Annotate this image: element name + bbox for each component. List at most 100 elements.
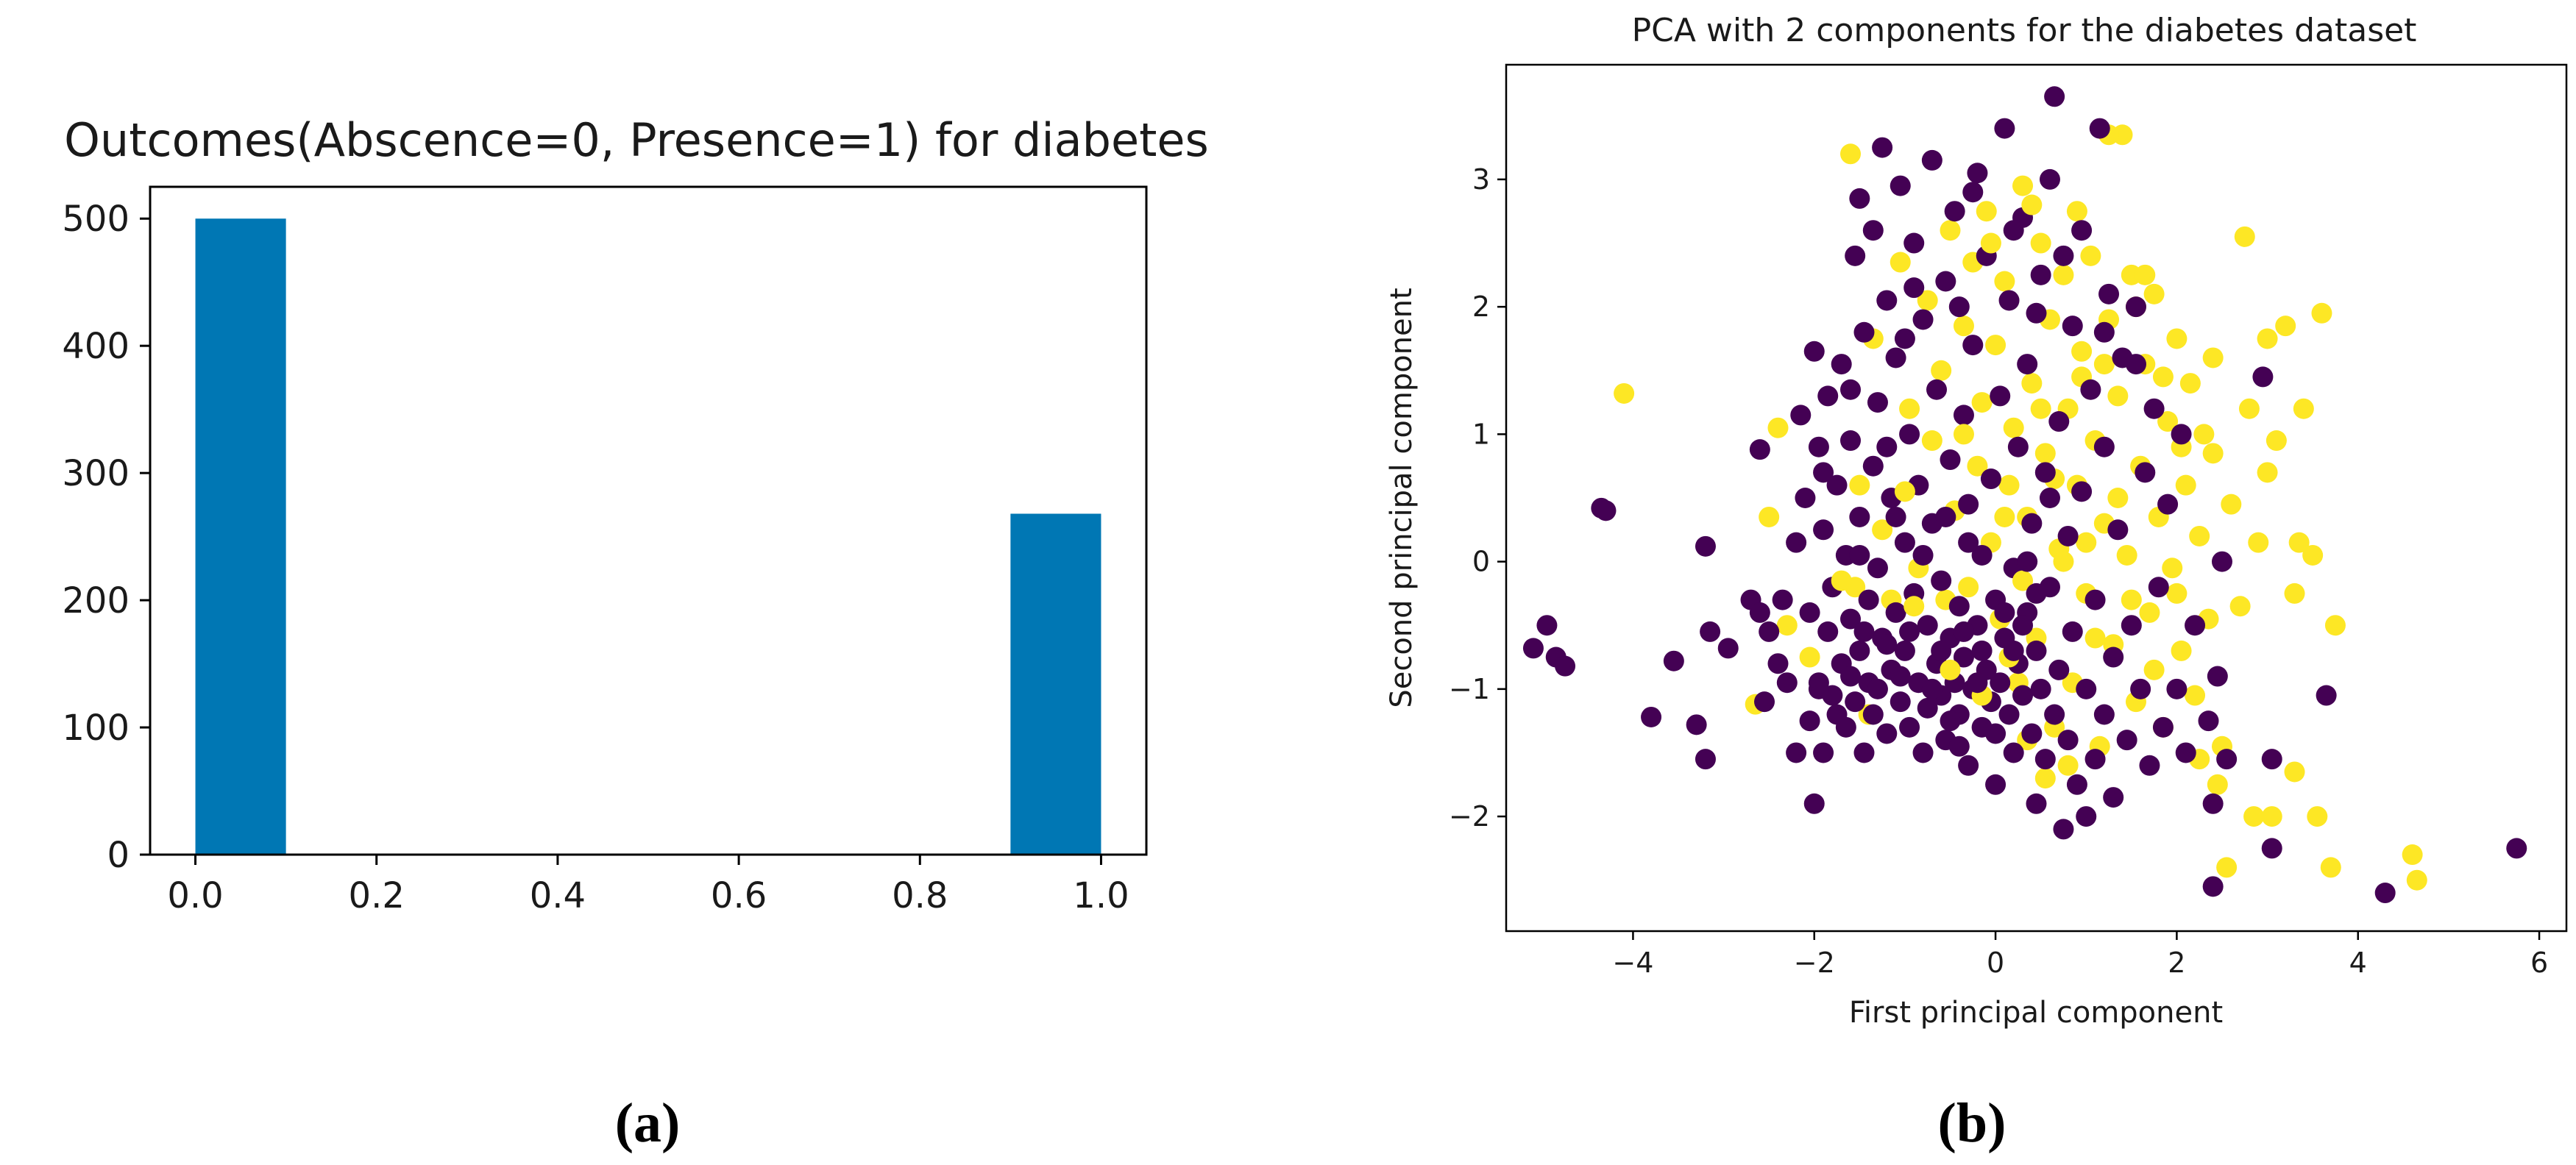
scatter-point-outcome-0 — [2048, 411, 2070, 432]
scatter-point-outcome-0 — [1944, 201, 1965, 222]
scatter-point-outcome-1 — [2307, 806, 2328, 827]
scatter-point-outcome-0 — [2062, 316, 2083, 337]
scatter-point-outcome-0 — [2139, 755, 2160, 776]
scatter-point-outcome-1 — [2021, 194, 2043, 215]
scatter-point-outcome-0 — [1853, 621, 1875, 642]
scatter-x-axis: −4 −2 0 2 4 6 — [1612, 931, 2548, 979]
scatter-point-outcome-1 — [1967, 455, 1988, 477]
scatter-point-outcome-0 — [1935, 271, 1956, 292]
scatter-points — [1522, 86, 2527, 904]
scatter-y-axis: −2 −1 0 1 2 3 — [1449, 163, 1506, 833]
scatter-point-outcome-0 — [1749, 602, 1770, 623]
scatter-point-outcome-0 — [2044, 86, 2065, 107]
scatter-point-outcome-1 — [1971, 392, 1993, 413]
histogram-bar — [1010, 513, 1101, 855]
scatter-point-outcome-0 — [1826, 704, 1848, 725]
scatter-point-outcome-0 — [1921, 149, 1942, 171]
scatter-point-outcome-0 — [2017, 354, 2038, 375]
histogram-y-tick-label: 0 — [107, 835, 129, 876]
scatter-point-outcome-0 — [1940, 449, 1961, 471]
scatter-point-outcome-0 — [2103, 646, 2124, 668]
scatter-point-outcome-1 — [2135, 264, 2156, 285]
scatter-point-outcome-0 — [2034, 749, 2056, 770]
scatter-point-outcome-1 — [1890, 252, 1911, 273]
scatter-point-outcome-0 — [1595, 500, 1617, 521]
scatter-point-outcome-1 — [2324, 615, 2346, 636]
scatter-point-outcome-0 — [1962, 335, 1984, 356]
scatter-x-tick-label: 6 — [2530, 947, 2548, 979]
scatter-point-outcome-0 — [1786, 532, 1807, 553]
scatter-point-outcome-1 — [2302, 544, 2324, 566]
scatter-title: PCA with 2 components for the diabetes d… — [1632, 12, 2417, 49]
scatter-point-outcome-0 — [2135, 462, 2156, 483]
scatter-point-outcome-0 — [1717, 638, 1739, 659]
scatter-point-outcome-0 — [1948, 735, 1970, 757]
scatter-point-outcome-0 — [1912, 742, 1934, 763]
scatter-point-outcome-0 — [1858, 589, 1879, 610]
scatter-point-outcome-0 — [1985, 774, 2006, 795]
scatter-point-outcome-1 — [2034, 443, 2056, 464]
scatter-point-outcome-0 — [1849, 188, 1870, 209]
scatter-point-outcome-1 — [2202, 443, 2224, 464]
scatter-point-outcome-0 — [2053, 819, 2074, 840]
scatter-point-outcome-1 — [2243, 806, 2265, 827]
scatter-point-outcome-0 — [1876, 436, 1898, 457]
scatter-point-outcome-0 — [1840, 608, 1862, 630]
scatter-point-outcome-0 — [2057, 730, 2079, 751]
histogram-x-tick-label: 0.2 — [349, 875, 405, 916]
scatter-point-outcome-0 — [1890, 691, 1911, 713]
scatter-point-outcome-1 — [2157, 411, 2179, 432]
scatter-point-outcome-0 — [1903, 277, 1925, 299]
scatter-y-tick-label: 1 — [1472, 418, 1490, 450]
scatter-point-outcome-0 — [2003, 742, 2024, 763]
scatter-point-outcome-1 — [2202, 347, 2224, 368]
histogram-y-tick-label: 400 — [62, 326, 129, 367]
scatter-point-outcome-1 — [2080, 245, 2101, 266]
scatter-point-outcome-1 — [2207, 774, 2228, 795]
scatter-x-tick-label: 0 — [1987, 947, 2004, 979]
scatter-point-outcome-1 — [2121, 589, 2142, 610]
scatter-point-outcome-0 — [2030, 264, 2051, 285]
scatter-point-outcome-1 — [2288, 532, 2310, 553]
scatter-point-outcome-0 — [2048, 659, 2070, 680]
scatter-point-outcome-0 — [1958, 494, 1979, 515]
scatter-point-outcome-0 — [1985, 723, 2006, 744]
scatter-point-outcome-1 — [2248, 532, 2269, 553]
scatter-point-outcome-0 — [1663, 650, 1684, 671]
scatter-point-outcome-0 — [2021, 723, 2043, 744]
scatter-point-outcome-0 — [2116, 730, 2137, 751]
scatter-point-outcome-0 — [1845, 691, 1866, 713]
scatter-point-outcome-0 — [1840, 666, 1862, 687]
scatter-point-outcome-0 — [1890, 175, 1911, 196]
scatter-point-outcome-0 — [1790, 405, 1812, 426]
scatter-point-outcome-0 — [2053, 245, 2074, 266]
scatter-point-outcome-0 — [1813, 742, 1834, 763]
scatter-point-outcome-1 — [1998, 474, 2020, 496]
panel-b-caption: (b) — [1938, 1092, 2006, 1154]
scatter-point-outcome-0 — [2202, 876, 2224, 897]
scatter-point-outcome-1 — [1917, 290, 1938, 311]
scatter-point-outcome-0 — [1867, 678, 1888, 699]
histogram-x-tick-label: 0.8 — [892, 875, 948, 916]
scatter-point-outcome-1 — [2143, 283, 2165, 304]
scatter-point-outcome-0 — [1845, 245, 1866, 266]
scatter-point-outcome-0 — [1759, 621, 1780, 642]
scatter-point-outcome-0 — [1686, 714, 1707, 735]
scatter-point-outcome-0 — [1953, 621, 1974, 642]
histogram-x-axis: 0.0 0.2 0.4 0.6 0.8 1.0 — [167, 855, 1129, 916]
scatter-point-outcome-0 — [1813, 519, 1834, 541]
scatter-point-outcome-0 — [2071, 220, 2093, 241]
scatter-point-outcome-0 — [2185, 615, 2206, 636]
scatter-point-outcome-0 — [1641, 706, 1662, 727]
scatter-point-outcome-1 — [2076, 532, 2097, 553]
scatter-point-outcome-0 — [2093, 436, 2115, 457]
scatter-point-outcome-0 — [1953, 646, 1974, 668]
scatter-point-outcome-0 — [1912, 309, 1934, 330]
scatter-point-outcome-1 — [1958, 577, 1979, 598]
histogram-title: Outcomes(Abscence=0, Presence=1) for dia… — [64, 113, 1209, 167]
scatter-x-tick-label: −4 — [1612, 947, 1653, 979]
scatter-point-outcome-0 — [2080, 379, 2101, 400]
scatter-point-outcome-0 — [1948, 596, 1970, 617]
scatter-point-outcome-0 — [2211, 551, 2232, 572]
scatter-point-outcome-0 — [1917, 615, 1938, 636]
